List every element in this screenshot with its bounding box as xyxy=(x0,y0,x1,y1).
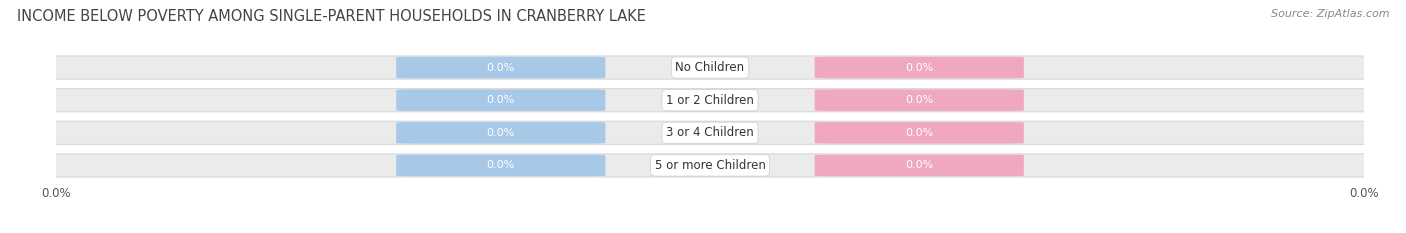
FancyBboxPatch shape xyxy=(46,121,1374,144)
FancyBboxPatch shape xyxy=(396,122,606,144)
Text: 0.0%: 0.0% xyxy=(905,63,934,72)
Text: INCOME BELOW POVERTY AMONG SINGLE-PARENT HOUSEHOLDS IN CRANBERRY LAKE: INCOME BELOW POVERTY AMONG SINGLE-PARENT… xyxy=(17,9,645,24)
Text: 1 or 2 Children: 1 or 2 Children xyxy=(666,94,754,107)
Text: 0.0%: 0.0% xyxy=(905,128,934,138)
Text: 0.0%: 0.0% xyxy=(905,95,934,105)
Text: 0.0%: 0.0% xyxy=(486,128,515,138)
Text: 0.0%: 0.0% xyxy=(486,161,515,170)
FancyBboxPatch shape xyxy=(396,89,606,111)
FancyBboxPatch shape xyxy=(46,89,1374,112)
FancyBboxPatch shape xyxy=(396,155,606,176)
Text: 0.0%: 0.0% xyxy=(486,95,515,105)
FancyBboxPatch shape xyxy=(814,155,1024,176)
Text: 3 or 4 Children: 3 or 4 Children xyxy=(666,126,754,139)
FancyBboxPatch shape xyxy=(46,56,1374,79)
FancyBboxPatch shape xyxy=(814,57,1024,78)
FancyBboxPatch shape xyxy=(46,154,1374,177)
Text: 0.0%: 0.0% xyxy=(905,161,934,170)
FancyBboxPatch shape xyxy=(814,89,1024,111)
Text: Source: ZipAtlas.com: Source: ZipAtlas.com xyxy=(1271,9,1389,19)
FancyBboxPatch shape xyxy=(396,57,606,78)
FancyBboxPatch shape xyxy=(814,122,1024,144)
Text: 5 or more Children: 5 or more Children xyxy=(655,159,765,172)
Text: 0.0%: 0.0% xyxy=(486,63,515,72)
Text: No Children: No Children xyxy=(675,61,745,74)
